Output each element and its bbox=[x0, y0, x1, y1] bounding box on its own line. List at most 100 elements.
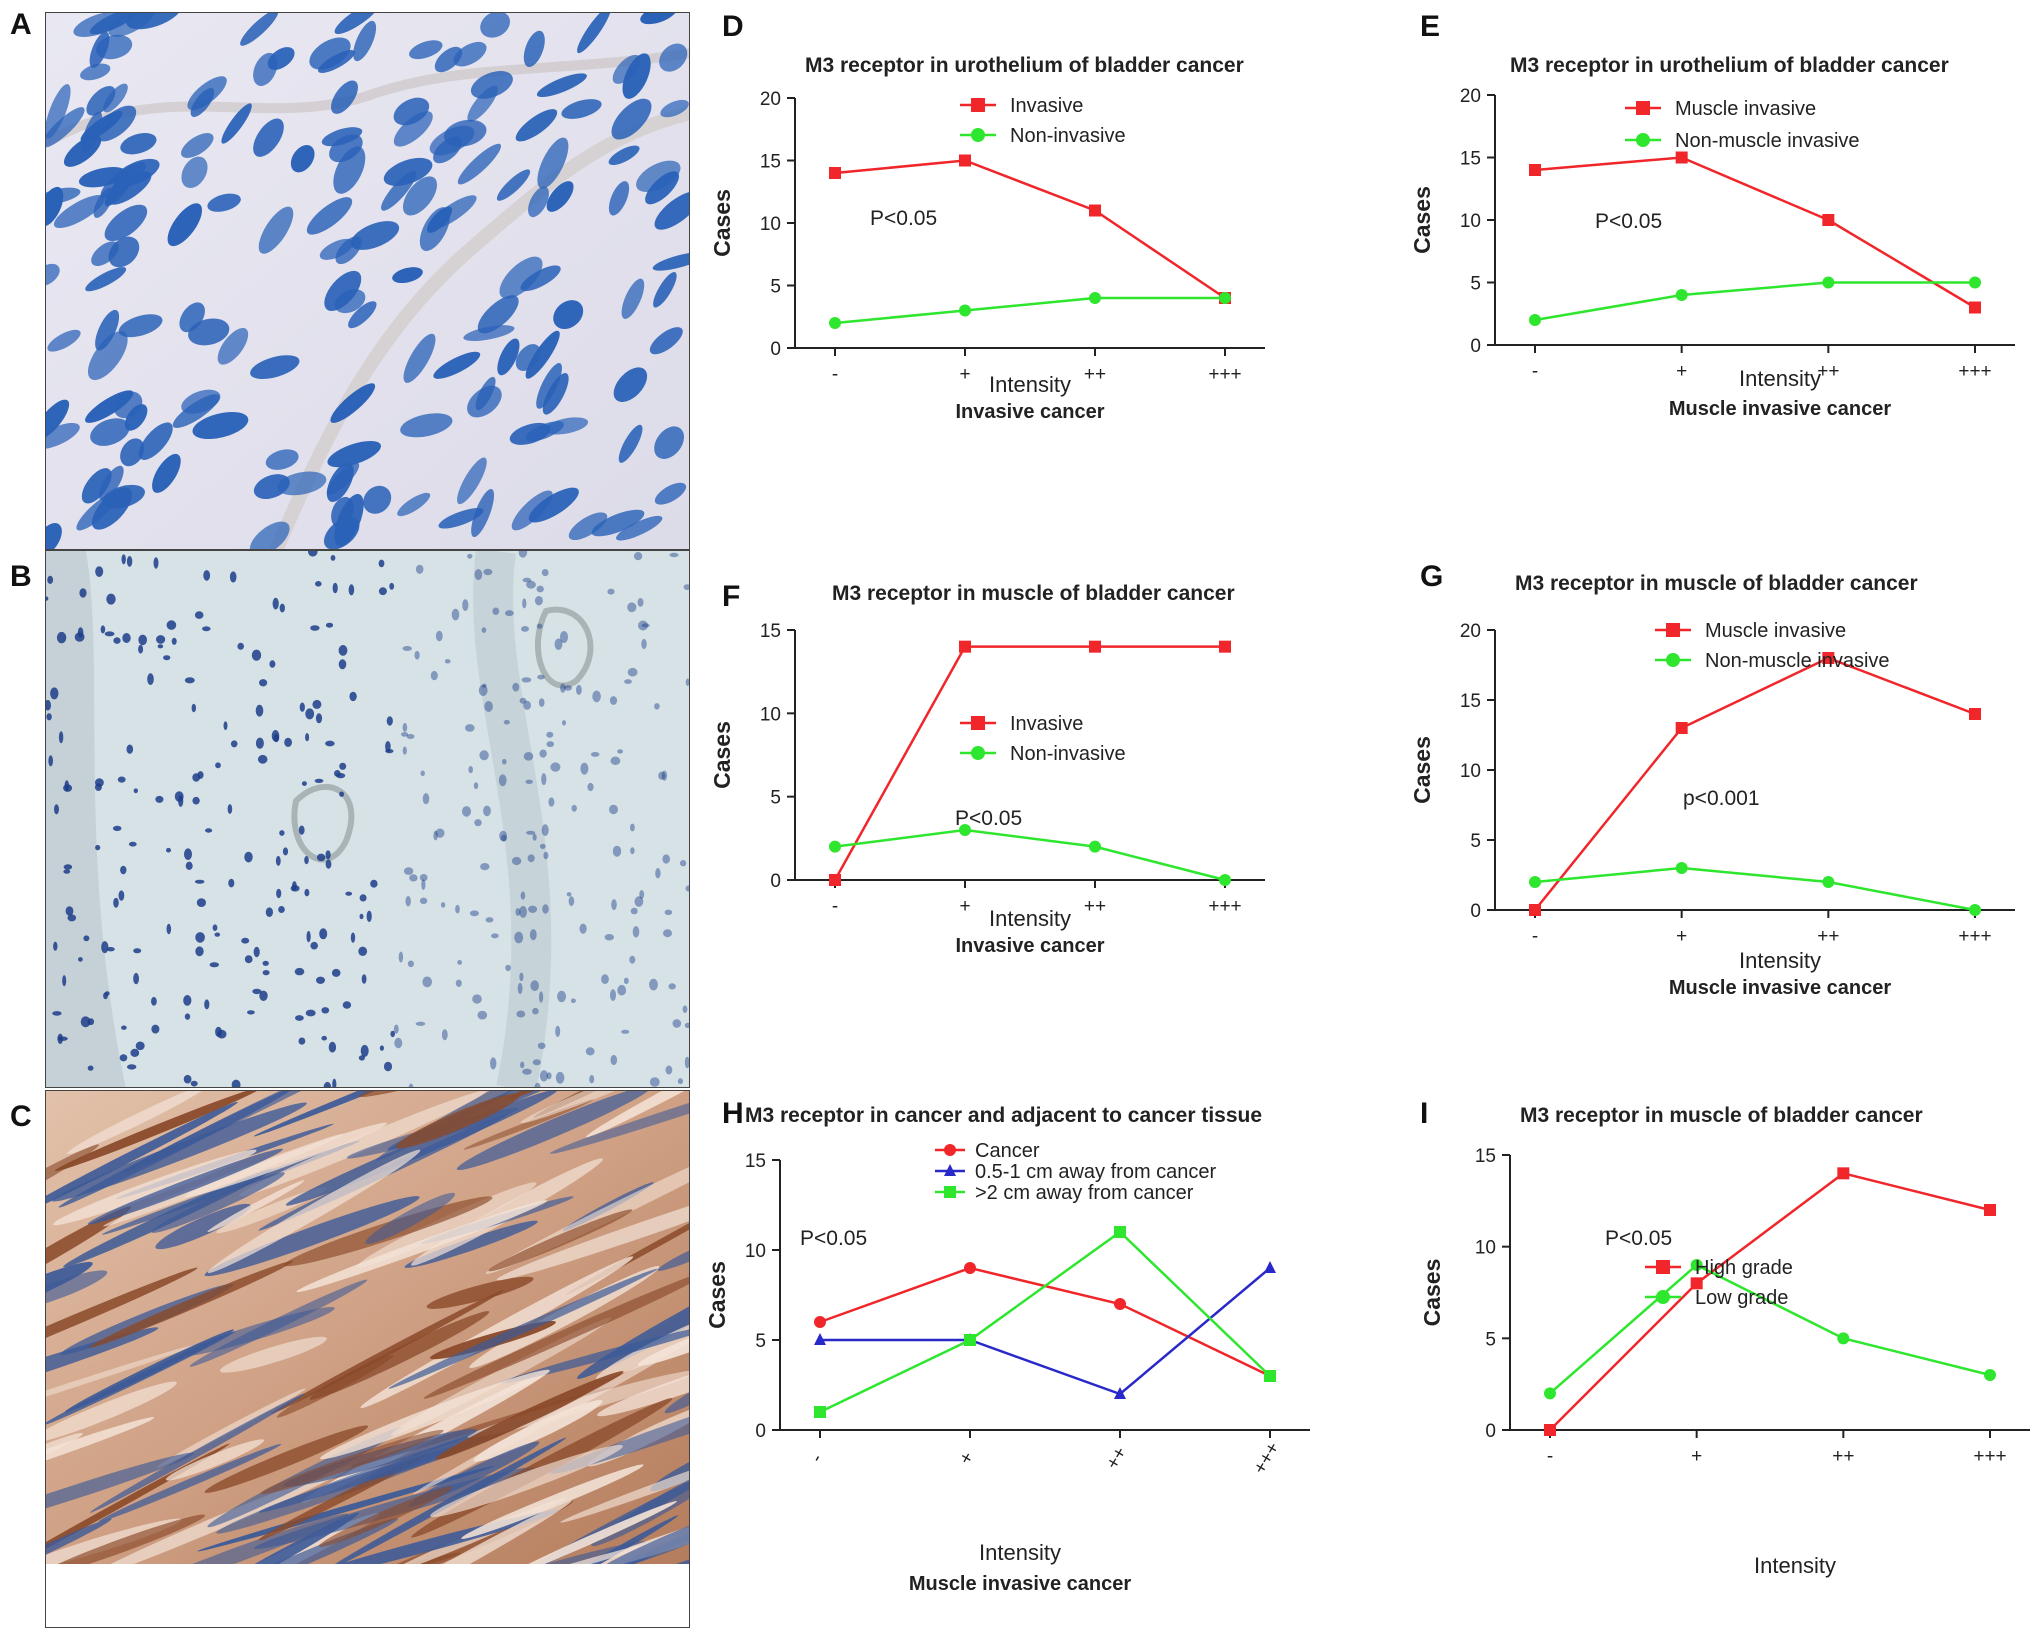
nucleus bbox=[585, 1047, 595, 1056]
nucleus bbox=[240, 13, 279, 46]
nucleus bbox=[420, 770, 425, 777]
data-point bbox=[1969, 276, 1981, 289]
nucleus bbox=[349, 691, 357, 702]
data-point bbox=[829, 317, 841, 329]
nucleus bbox=[359, 894, 367, 902]
nucleus bbox=[80, 63, 111, 81]
nucleus bbox=[350, 221, 400, 250]
nucleus bbox=[308, 551, 318, 557]
nucleus bbox=[188, 318, 230, 346]
nucleus bbox=[95, 309, 120, 351]
nucleus bbox=[393, 111, 433, 147]
panel-letter-f: F bbox=[722, 580, 741, 613]
x-tick-label: ++ bbox=[1817, 926, 1839, 947]
data-point bbox=[1089, 204, 1101, 217]
nucleus bbox=[478, 684, 488, 696]
nucleus bbox=[348, 584, 355, 596]
muscle-fiber bbox=[87, 1148, 283, 1225]
x-tick-label: - bbox=[806, 1450, 827, 1466]
nucleus bbox=[434, 46, 463, 73]
nucleus bbox=[468, 766, 474, 774]
nucleus bbox=[462, 599, 469, 611]
p-value-label: P<0.05 bbox=[870, 207, 937, 230]
data-point bbox=[814, 1333, 826, 1345]
nucleus bbox=[383, 1061, 393, 1072]
nucleus bbox=[511, 490, 553, 531]
muscle-fiber bbox=[46, 1514, 206, 1577]
nucleus bbox=[435, 828, 445, 838]
x-tick-label: + bbox=[1676, 926, 1687, 947]
nucleus bbox=[253, 946, 260, 958]
nucleus bbox=[390, 1030, 396, 1038]
muscle-fiber bbox=[260, 1429, 444, 1495]
y-tick-label: 5 bbox=[770, 277, 781, 298]
muscle-fiber bbox=[52, 1149, 257, 1226]
nucleus bbox=[474, 819, 482, 827]
nucleus bbox=[616, 515, 663, 541]
p-value-label: P<0.05 bbox=[1605, 1227, 1672, 1250]
nucleus bbox=[474, 569, 483, 581]
nucleus bbox=[122, 633, 131, 643]
nucleus bbox=[482, 683, 487, 688]
nucleus bbox=[53, 194, 105, 229]
nucleus bbox=[500, 834, 507, 842]
nucleus bbox=[46, 699, 51, 711]
nucleus bbox=[389, 582, 395, 590]
nucleus bbox=[523, 752, 534, 761]
nucleus bbox=[192, 411, 249, 440]
nucleus bbox=[85, 390, 134, 423]
legend-label: Non-invasive bbox=[1010, 125, 1126, 147]
nucleus bbox=[46, 187, 81, 205]
nucleus bbox=[654, 426, 685, 459]
nucleus bbox=[536, 73, 587, 98]
muscle-fiber bbox=[271, 1289, 504, 1414]
nucleus bbox=[560, 631, 568, 643]
muscle-fiber bbox=[46, 1518, 182, 1572]
nucleus bbox=[269, 660, 276, 668]
nucleus bbox=[251, 649, 262, 661]
nucleus bbox=[249, 521, 290, 549]
y-tick-label: 5 bbox=[1470, 274, 1481, 295]
data-point bbox=[1544, 1387, 1556, 1400]
nucleus bbox=[477, 1010, 488, 1020]
nucleus bbox=[207, 193, 241, 212]
nucleus bbox=[85, 267, 127, 292]
nucleus bbox=[87, 1065, 94, 1071]
x-tick-label: +++ bbox=[1958, 926, 1991, 947]
nucleus bbox=[91, 241, 119, 266]
nucleus bbox=[630, 847, 635, 855]
data-point bbox=[1529, 876, 1541, 888]
nucleus bbox=[638, 620, 648, 631]
nucleus bbox=[517, 982, 523, 995]
nucleus bbox=[120, 865, 127, 875]
nucleus bbox=[587, 782, 594, 792]
legend-label: Non-muscle invasive bbox=[1705, 650, 1890, 672]
nucleus bbox=[609, 696, 618, 705]
nucleus bbox=[325, 850, 331, 860]
nucleus bbox=[477, 295, 519, 334]
legend-marker bbox=[944, 1164, 956, 1176]
nucleus bbox=[566, 892, 572, 897]
y-axis-label: Cases bbox=[704, 1261, 730, 1329]
x-axis-subtitle: Invasive cancer bbox=[956, 935, 1105, 957]
nucleus bbox=[568, 896, 575, 907]
nucleus bbox=[353, 20, 377, 62]
nucleus bbox=[499, 830, 507, 842]
nucleus bbox=[253, 474, 290, 500]
nucleus bbox=[421, 879, 426, 890]
panel-letter-h: H bbox=[722, 1097, 744, 1130]
nucleus bbox=[537, 674, 545, 680]
nucleus bbox=[604, 934, 614, 941]
nucleus bbox=[63, 864, 73, 870]
nucleus bbox=[184, 848, 192, 860]
muscle-fiber bbox=[318, 1486, 453, 1547]
nucleus bbox=[484, 701, 493, 712]
muscle-fiber bbox=[184, 1122, 388, 1198]
nucleus bbox=[166, 620, 177, 630]
nucleus bbox=[659, 43, 688, 72]
nucleus bbox=[546, 741, 555, 748]
data-point bbox=[1544, 1424, 1556, 1436]
p-value-label: p<0.001 bbox=[1683, 787, 1760, 810]
nucleus bbox=[126, 744, 134, 754]
nucleus bbox=[530, 980, 539, 992]
